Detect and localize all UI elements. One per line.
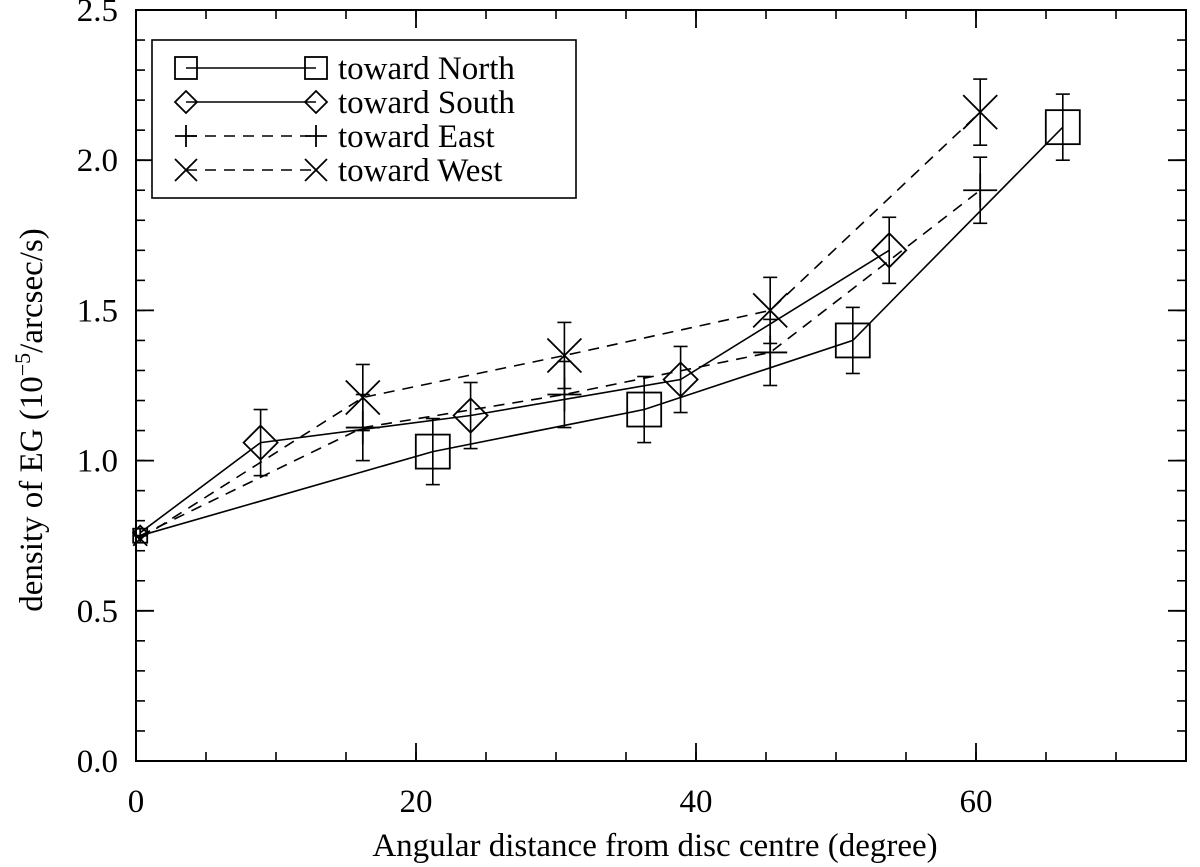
series-2 xyxy=(131,216,908,541)
plot-frame xyxy=(135,9,1187,762)
x-tick-label: 0 xyxy=(128,784,145,820)
data-point xyxy=(345,379,381,416)
tick-labels: 0 20 40 60 0.0 0.5 1.0 1.5 2.0 2.5 xyxy=(77,0,993,820)
legend-entry-3: toward East xyxy=(175,119,495,155)
data-point xyxy=(962,94,998,130)
y-tick-label: 1.5 xyxy=(77,293,118,329)
x-tick-label: 40 xyxy=(680,784,713,820)
legend-marker xyxy=(303,89,329,115)
data-point xyxy=(870,232,908,269)
x-axis-title: Angular distance from disc centre (degre… xyxy=(372,828,937,864)
series-line xyxy=(139,111,981,540)
y-tick-label: 1.0 xyxy=(77,444,118,480)
data-point xyxy=(626,391,663,428)
legend-marker xyxy=(174,56,198,80)
legend-entry-2: toward South xyxy=(173,85,515,121)
data-point xyxy=(414,433,451,470)
data-point xyxy=(546,337,583,374)
series-line xyxy=(139,249,890,534)
data-point xyxy=(452,397,489,434)
legend-label: toward North xyxy=(338,51,515,87)
legend-marker xyxy=(304,56,328,80)
legend-label: toward East xyxy=(338,119,495,155)
legend-marker xyxy=(304,158,328,182)
series-4 xyxy=(132,78,998,547)
legend-box xyxy=(151,39,577,199)
legend-label: toward South xyxy=(338,85,515,121)
data-point xyxy=(1044,109,1081,146)
legend-marker xyxy=(174,158,198,182)
legend-marker xyxy=(173,89,199,115)
y-axis-title: density of EG (10−5/arcsec/s) xyxy=(10,228,50,612)
series-line xyxy=(139,189,981,537)
data-point xyxy=(834,322,871,359)
series-1 xyxy=(132,93,1081,544)
y-axis-title-unit: /arcsec/s) xyxy=(14,228,50,353)
y-tick-label: 2.5 xyxy=(77,0,118,29)
legend-marker xyxy=(305,125,327,147)
legend-entry-4: toward West xyxy=(174,153,502,189)
series-layer xyxy=(131,78,1081,547)
legend-entry-1: toward North xyxy=(174,51,515,87)
data-point xyxy=(752,292,788,329)
y-axis-title-exponent: −5 xyxy=(10,353,35,376)
x-tick-label: 20 xyxy=(400,784,433,820)
y-tick-label: 2.0 xyxy=(77,143,118,179)
y-tick-label: 0.0 xyxy=(77,744,118,780)
x-tick-label: 60 xyxy=(960,784,993,820)
legend-marker xyxy=(175,125,197,147)
y-axis-title-main: density of EG (10 xyxy=(14,376,50,612)
legend-label: toward West xyxy=(338,153,502,189)
data-point xyxy=(963,173,998,208)
y-tick-label: 0.5 xyxy=(77,594,118,630)
data-point xyxy=(242,424,279,461)
